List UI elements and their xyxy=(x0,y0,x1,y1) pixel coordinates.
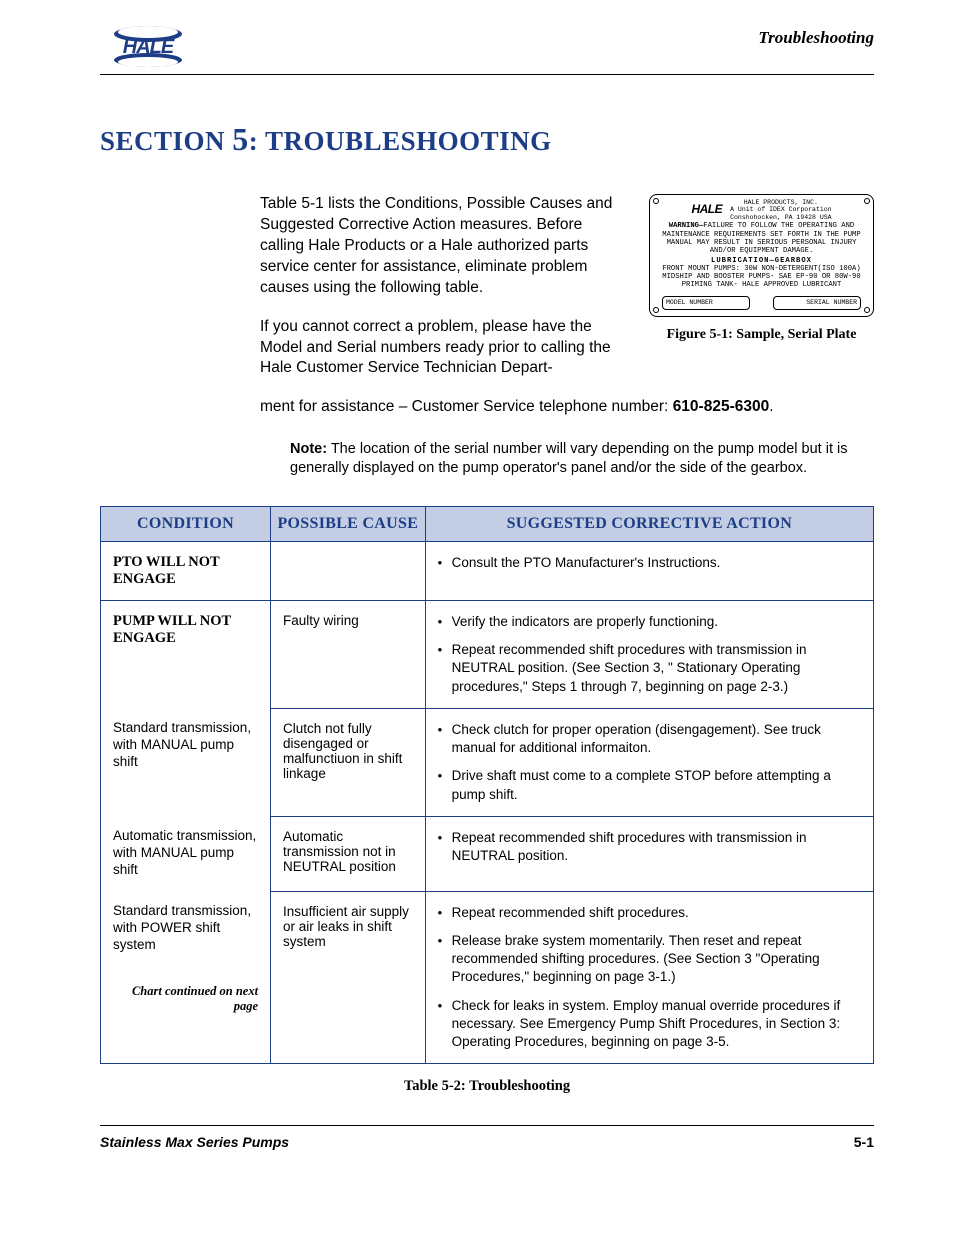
cell-cause: Automatic transmission not in NEUTRAL po… xyxy=(271,816,426,891)
model-number-box: MODEL NUMBER xyxy=(662,296,750,310)
header-bar: HALE Troubleshooting xyxy=(100,24,874,68)
cell-action: Consult the PTO Manufacturer's Instructi… xyxy=(425,541,873,600)
troubleshooting-table: CONDITION POSSIBLE CAUSE SUGGESTED CORRE… xyxy=(100,506,874,1064)
table-row: PUMP WILL NOT ENGAGE Faulty wiring Verif… xyxy=(101,600,874,708)
table-row: Standard transmission, with POWER shift … xyxy=(101,891,874,1064)
footer-right: 5-1 xyxy=(854,1134,874,1150)
phone-number: 610-825-6300 xyxy=(673,398,770,415)
th-cause: POSSIBLE CAUSE xyxy=(271,506,426,541)
section-suffix: : TROUBLESHOOTING xyxy=(249,126,552,156)
header-rule xyxy=(100,74,874,75)
cell-action: Repeat recommended shift procedures. Rel… xyxy=(425,891,873,1064)
footer: Stainless Max Series Pumps 5-1 xyxy=(100,1134,874,1150)
cell-action: Repeat recommended shift procedures with… xyxy=(425,816,873,891)
cell-cause: Faulty wiring xyxy=(271,600,426,708)
intro-p2-partial: If you cannot correct a problem, please … xyxy=(260,317,629,380)
cell-action: Verify the indicators are properly funct… xyxy=(425,600,873,708)
cell-condition: PUMP WILL NOT ENGAGE xyxy=(101,600,271,708)
serial-plate: HALE HALE PRODUCTS, INC. A Unit of IDEX … xyxy=(649,194,874,317)
plate-company: HALE PRODUCTS, INC. A Unit of IDEX Corpo… xyxy=(730,199,831,221)
page: HALE Troubleshooting SECTION 5: TROUBLES… xyxy=(0,0,954,1235)
cell-condition: Standard transmission, with MANUAL pump … xyxy=(101,708,271,816)
svg-text:HALE: HALE xyxy=(123,36,175,58)
plate-box-row: MODEL NUMBER SERIAL NUMBER xyxy=(656,296,867,310)
footer-rule xyxy=(100,1125,874,1126)
table-caption: Table 5-2: Troubleshooting xyxy=(100,1078,874,1095)
section-number: 5 xyxy=(232,121,249,157)
plate-lub1: FRONT MOUNT PUMPS: 30W NON-DETERGENT(ISO… xyxy=(656,265,867,273)
plate-lub2: MIDSHIP AND BOOSTER PUMPS- SAE EP-90 OR … xyxy=(656,273,867,281)
note-label: Note: xyxy=(290,441,327,457)
intro-block: Table 5-1 lists the Conditions, Possible… xyxy=(260,194,874,379)
intro-text: Table 5-1 lists the Conditions, Possible… xyxy=(260,194,629,379)
section-prefix: SECTION xyxy=(100,126,225,156)
continued-note: Chart continued on next page xyxy=(113,984,258,1014)
cell-cause: Insufficient air supply or air leaks in … xyxy=(271,891,426,1064)
cell-action: Check clutch for proper operation (disen… xyxy=(425,708,873,816)
logo: HALE xyxy=(100,24,196,68)
cell-cause: Clutch not fully disengaged or malfuncti… xyxy=(271,708,426,816)
note-text: The location of the serial number will v… xyxy=(290,441,847,476)
intro-p2-cont: ment for assistance – Customer Service t… xyxy=(260,397,874,418)
note-block: Note: The location of the serial number … xyxy=(290,440,864,478)
serial-figure: HALE HALE PRODUCTS, INC. A Unit of IDEX … xyxy=(649,194,874,379)
intro-p2-text: If you cannot correct a problem, please … xyxy=(260,318,611,377)
figure-caption: Figure 5-1: Sample, Serial Plate xyxy=(649,327,874,343)
table-row: PTO WILL NOT ENGAGE Consult the PTO Manu… xyxy=(101,541,874,600)
table-header-row: CONDITION POSSIBLE CAUSE SUGGESTED CORRE… xyxy=(101,506,874,541)
intro-p1: Table 5-1 lists the Conditions, Possible… xyxy=(260,194,629,299)
cell-condition: Standard transmission, with POWER shift … xyxy=(101,891,271,1064)
header-title: Troubleshooting xyxy=(758,28,874,48)
cell-condition: PTO WILL NOT ENGAGE xyxy=(101,541,271,600)
plate-brand: HALE xyxy=(691,203,722,217)
section-heading: SECTION 5: TROUBLESHOOTING xyxy=(100,121,874,158)
hale-logo-icon: HALE xyxy=(100,24,196,68)
plate-lub3: PRIMING TANK- HALE APPROVED LUBRICANT xyxy=(656,281,867,289)
plate-lub-head: LUBRICATION—GEARBOX xyxy=(656,257,867,265)
cell-cause xyxy=(271,541,426,600)
cell-condition: Automatic transmission, with MANUAL pump… xyxy=(101,816,271,891)
th-condition: CONDITION xyxy=(101,506,271,541)
th-action: SUGGESTED CORRECTIVE ACTION xyxy=(425,506,873,541)
table-row: Automatic transmission, with MANUAL pump… xyxy=(101,816,874,891)
serial-number-box: SERIAL NUMBER xyxy=(773,296,861,310)
table-row: Standard transmission, with MANUAL pump … xyxy=(101,708,874,816)
footer-left: Stainless Max Series Pumps xyxy=(100,1134,289,1150)
plate-warning: WARNING—FAILURE TO FOLLOW THE OPERATING … xyxy=(656,222,867,255)
